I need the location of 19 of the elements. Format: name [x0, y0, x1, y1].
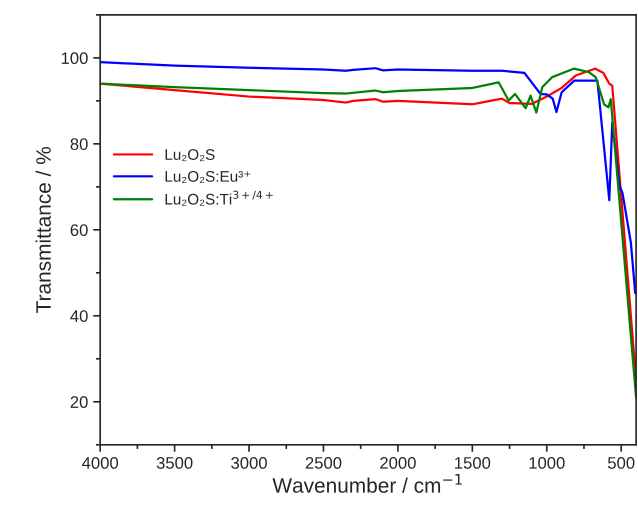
legend-label: Lu₂O₂S:Ti$^{3+/4+}$	[166, 190, 273, 206]
x-tick-label: 1500	[455, 457, 490, 469]
x-tick-label: 500	[608, 457, 634, 469]
y-tick-label: 40	[70, 310, 88, 322]
x-tick-label: 2500	[306, 457, 342, 469]
x-axis-title: Wavenumber / cm$^{−1}$	[272, 474, 462, 493]
legend-label: Lu₂O₂S	[166, 149, 215, 162]
y-tick-label: 60	[70, 224, 88, 236]
x-tick-label: 3500	[156, 457, 192, 469]
x-tick-label: 3000	[231, 457, 267, 469]
y-tick-label: 80	[70, 138, 88, 150]
x-tick-label: 1000	[530, 457, 565, 469]
y-axis-title: Transmittance / %	[36, 147, 51, 313]
y-tick-label: 20	[70, 396, 88, 408]
y-tick-label: 100	[62, 52, 88, 64]
x-tick-label: 2000	[380, 457, 416, 469]
legend-label: Lu₂O₂S:Eu³⁺	[166, 171, 250, 183]
x-tick-label: 4000	[82, 457, 118, 469]
line-series	[100, 61, 636, 294]
